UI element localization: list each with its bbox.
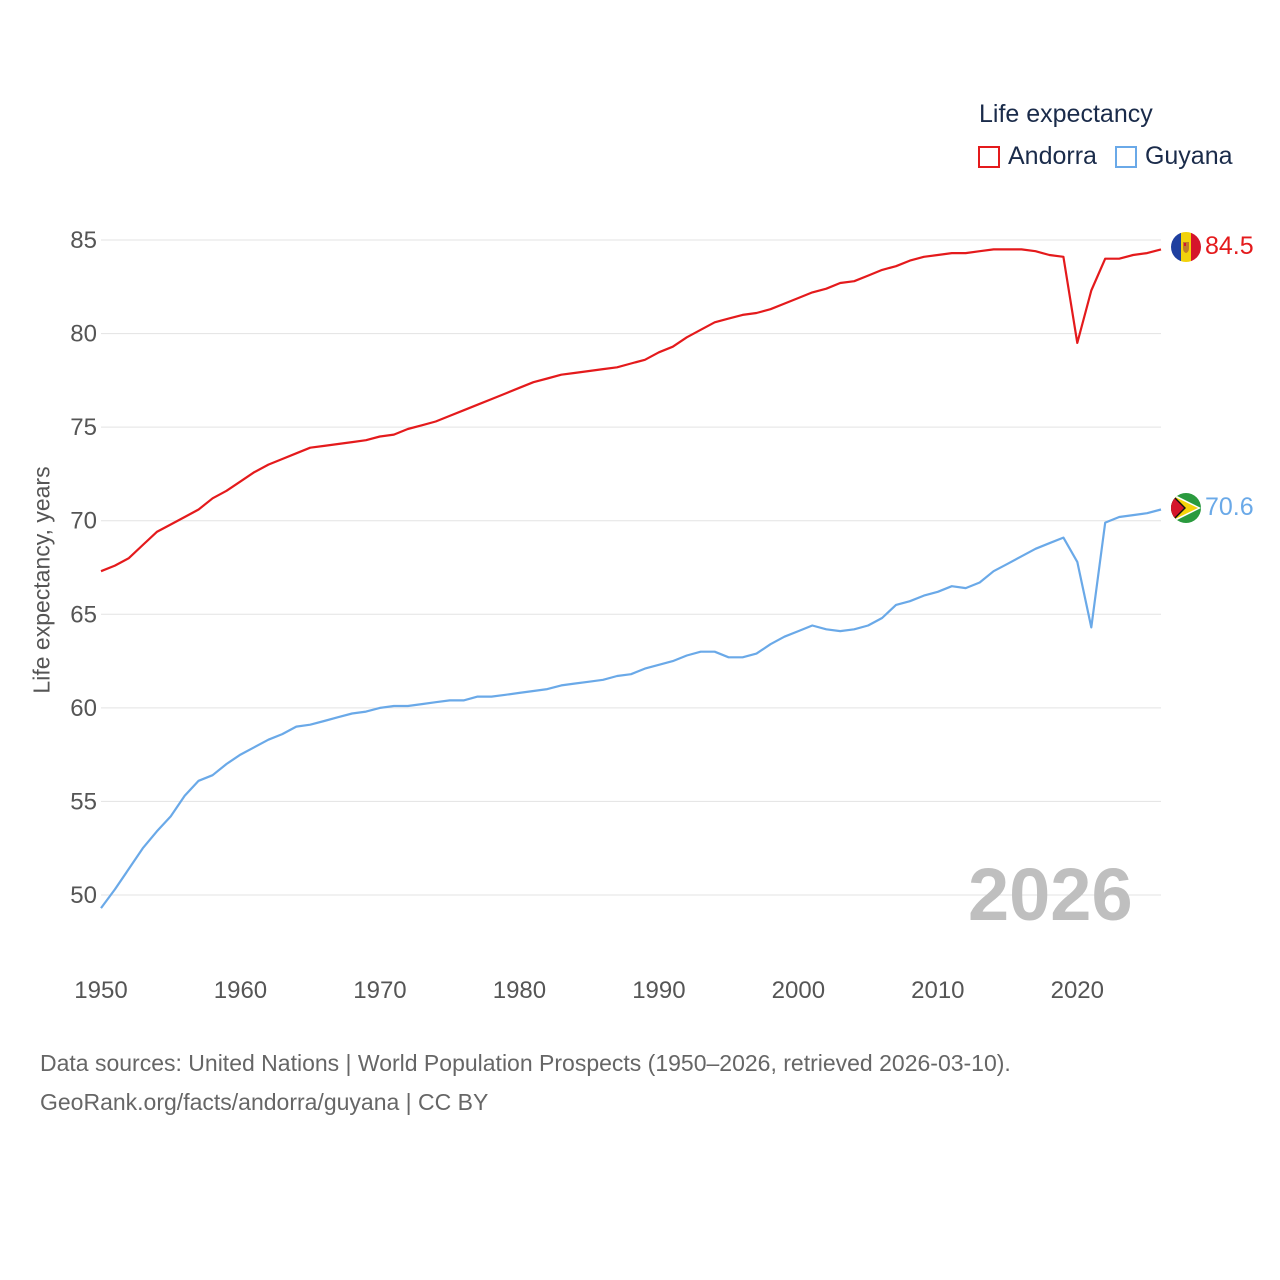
x-tick-label-2000: 2000 [772,977,825,1004]
y-tick-label-65: 65 [70,601,97,628]
legend-label-andorra: Andorra [1008,142,1097,170]
andorra-flag-icon [1171,232,1201,262]
x-tick-label-1970: 1970 [353,977,406,1004]
guyana-flag-icon [1171,493,1201,523]
y-tick-label-60: 60 [70,695,97,722]
legend: Andorra Guyana [978,142,1251,171]
y-tick-label-70: 70 [70,508,97,535]
legend-title: Life expectancy [979,100,1153,128]
x-tick-label-2020: 2020 [1051,977,1104,1004]
andorra-end-value: 84.5 [1205,232,1254,260]
x-tick-label-2010: 2010 [911,977,964,1004]
grid-lines [101,239,1161,896]
legend-label-guyana: Guyana [1144,142,1233,170]
legend-item-guyana[interactable]: Guyana [1114,142,1233,171]
y-tick-label-75: 75 [70,414,97,441]
y-tick-label-80: 80 [70,321,97,348]
series-line-andorra[interactable] [100,248,1162,573]
y-axis-label: Life expectancy, years [28,466,55,694]
guyana-end-value: 70.6 [1205,493,1254,521]
y-axis-ticks: 50 55 60 65 70 75 80 85 [70,227,97,909]
legend-item-andorra[interactable]: Andorra [978,142,1097,171]
series-line-guyana[interactable] [100,508,1162,909]
x-tick-label-1960: 1960 [214,977,267,1004]
y-tick-label-85: 85 [70,227,97,254]
series-lines [100,248,1162,909]
legend-swatch-guyana [1114,145,1137,168]
year-watermark: 2026 [968,853,1133,936]
y-tick-label-55: 55 [70,788,97,815]
x-tick-label-1980: 1980 [493,977,546,1004]
credit-text[interactable]: GeoRank.org/facts/andorra/guyana | CC BY [40,1089,489,1115]
legend-swatch-andorra [978,145,1000,168]
y-tick-label-50: 50 [70,882,97,909]
x-tick-label-1990: 1990 [632,977,685,1004]
x-tick-label-1950: 1950 [74,977,127,1004]
footer: Data sources: United Nations | World Pop… [40,1044,1011,1122]
data-sources-text: Data sources: United Nations | World Pop… [40,1050,1011,1076]
x-axis-ticks: 1950 1960 1970 1980 1990 2000 2010 2020 [74,977,1104,1004]
